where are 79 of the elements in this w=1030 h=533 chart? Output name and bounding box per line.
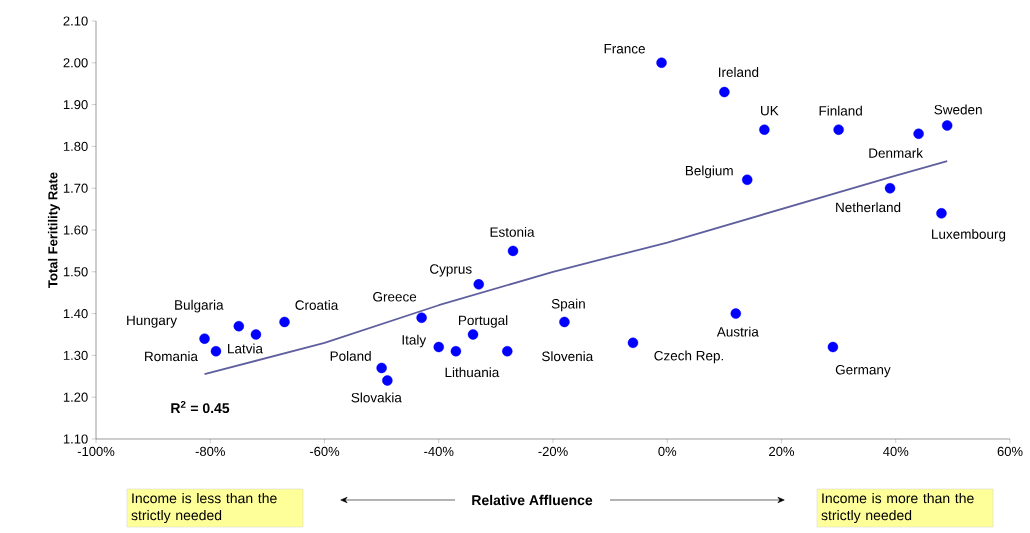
annotation: Estonia xyxy=(490,226,535,237)
point xyxy=(279,316,290,328)
point xyxy=(936,208,947,219)
x-axis-title: Relative Affluence xyxy=(472,494,593,506)
point xyxy=(467,329,479,340)
point xyxy=(250,329,262,340)
annotation: Finland xyxy=(819,105,862,116)
point xyxy=(559,316,570,328)
y-tick-label: 2.00 xyxy=(63,58,88,68)
annotation: Denmark xyxy=(869,147,924,158)
y-tick-label: 1.70 xyxy=(63,183,88,193)
annotation: Bulgaria xyxy=(175,299,224,313)
point xyxy=(433,341,444,353)
point xyxy=(827,341,839,353)
annotation: Croatia xyxy=(295,300,339,310)
point xyxy=(742,174,753,186)
y-tick-label: 1.50 xyxy=(63,267,88,277)
point xyxy=(376,362,387,374)
annotation: Poland xyxy=(330,350,371,361)
annotation: Sweden xyxy=(934,104,982,115)
y-tick-label: 1.40 xyxy=(63,308,88,319)
x-tick-label: 0% xyxy=(658,446,677,456)
y-tick-label: 1.10 xyxy=(63,434,88,444)
point xyxy=(382,375,393,386)
x-tick-label: -20% xyxy=(538,446,568,456)
annotation: UK xyxy=(761,105,779,116)
point xyxy=(627,337,639,349)
annotation: R$^{2}$ = 0.45 xyxy=(171,400,230,414)
annotation: France xyxy=(604,44,645,54)
annotation: Ireland xyxy=(718,67,759,78)
annotation: Germany xyxy=(835,364,891,378)
annotation: Latvia xyxy=(228,343,263,354)
point xyxy=(730,308,742,319)
y-tick-label: 1.30 xyxy=(63,350,88,360)
annotation: Austria xyxy=(716,326,759,337)
annotation: Romania xyxy=(145,351,198,362)
point xyxy=(473,279,484,290)
annotation: Cyprus xyxy=(430,264,472,277)
point xyxy=(210,346,222,357)
annotation: Slovenia xyxy=(542,351,594,362)
point xyxy=(656,57,667,68)
point xyxy=(450,346,462,357)
point xyxy=(199,333,210,344)
annotation: Lithuania xyxy=(445,367,500,378)
point xyxy=(416,312,427,323)
point xyxy=(913,128,924,140)
x-tick-label: 60% xyxy=(997,446,1023,456)
point xyxy=(507,245,519,257)
annotation: Belgium xyxy=(685,165,733,179)
annotation: Italy xyxy=(402,334,427,348)
point xyxy=(833,124,844,135)
annotation: Portugal xyxy=(459,315,508,328)
x-tick-label: -80% xyxy=(195,446,225,456)
annotation: Hungary xyxy=(127,315,178,328)
y-tick-label: 2.10 xyxy=(63,16,88,26)
text: Income is less than the strictly needed xyxy=(131,492,277,524)
x-tick-label: -40% xyxy=(424,446,454,456)
point xyxy=(941,120,953,131)
y-tick-label: 1.20 xyxy=(63,392,88,402)
y-tick-label: 1.90 xyxy=(63,99,88,110)
annotation: Netherland xyxy=(836,202,901,213)
annotation: Greece xyxy=(373,292,417,302)
point xyxy=(233,320,245,332)
x-tick-label: 20% xyxy=(769,446,795,456)
y-tick-label: 1.80 xyxy=(63,141,88,151)
point xyxy=(884,183,896,194)
x-tick-label: -60% xyxy=(309,446,340,456)
x-tick-label: -100% xyxy=(77,446,115,456)
y-axis-title: Total Feritility Rate xyxy=(47,172,61,288)
annotation: Spain xyxy=(551,298,585,312)
point xyxy=(502,346,513,357)
x-tick-label: 40% xyxy=(883,446,909,456)
annotation: Slovakia xyxy=(351,392,402,403)
point xyxy=(759,124,770,135)
point xyxy=(719,86,730,98)
text: Income is more than the strictly needed xyxy=(821,492,974,524)
annotation: Luxembourg xyxy=(932,228,1006,242)
y-tick-label: 1.60 xyxy=(63,225,88,235)
annotation: Czech Rep. xyxy=(654,350,723,364)
